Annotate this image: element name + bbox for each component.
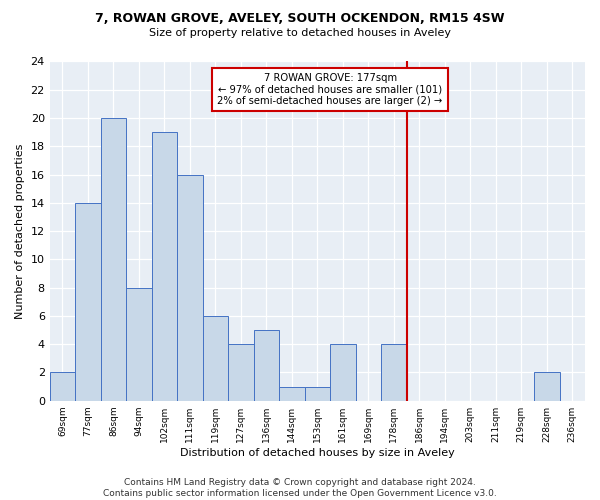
Bar <box>152 132 177 400</box>
Bar <box>177 174 203 400</box>
Bar <box>101 118 126 401</box>
X-axis label: Distribution of detached houses by size in Aveley: Distribution of detached houses by size … <box>180 448 455 458</box>
Bar <box>534 372 560 400</box>
Bar <box>254 330 279 400</box>
Bar <box>203 316 228 400</box>
Text: 7, ROWAN GROVE, AVELEY, SOUTH OCKENDON, RM15 4SW: 7, ROWAN GROVE, AVELEY, SOUTH OCKENDON, … <box>95 12 505 26</box>
Text: Size of property relative to detached houses in Aveley: Size of property relative to detached ho… <box>149 28 451 38</box>
Bar <box>305 386 330 400</box>
Text: Contains HM Land Registry data © Crown copyright and database right 2024.
Contai: Contains HM Land Registry data © Crown c… <box>103 478 497 498</box>
Bar <box>381 344 407 401</box>
Text: 7 ROWAN GROVE: 177sqm
← 97% of detached houses are smaller (101)
2% of semi-deta: 7 ROWAN GROVE: 177sqm ← 97% of detached … <box>217 73 443 106</box>
Bar <box>228 344 254 401</box>
Y-axis label: Number of detached properties: Number of detached properties <box>15 144 25 319</box>
Bar <box>126 288 152 401</box>
Bar <box>75 203 101 400</box>
Bar <box>279 386 305 400</box>
Bar <box>50 372 75 400</box>
Bar <box>330 344 356 401</box>
